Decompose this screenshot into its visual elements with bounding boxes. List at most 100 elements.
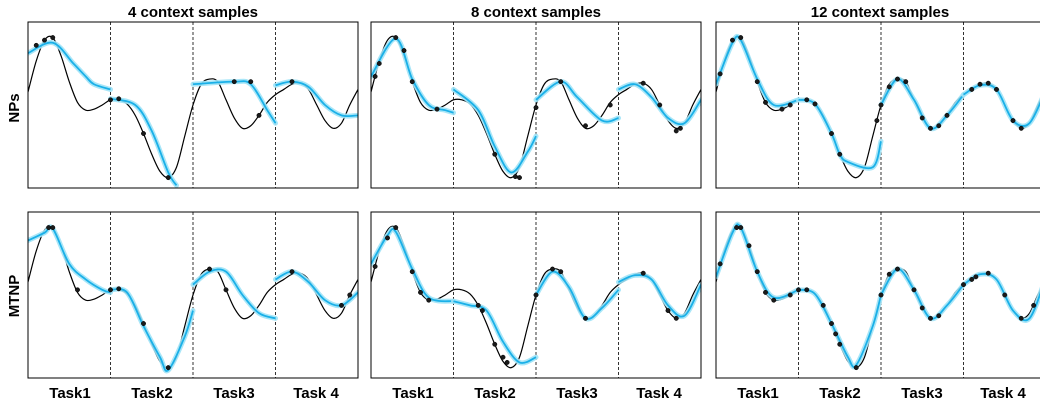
panel-nps-3-context-point: [717, 71, 723, 77]
panel-mtnp-3-uncertainty-band-task3: [878, 266, 966, 322]
panel-mtnp-3-uncertainty-band-task4: [961, 271, 1040, 323]
panel-mtnp-3-context-point: [829, 321, 834, 326]
panel-nps-2-context-point: [372, 74, 378, 79]
panel-mtnp-1-uncertainty-band-task3: [190, 266, 278, 321]
panel-mtnp-1-context-point: [347, 292, 353, 298]
panel-nps-2-context-point: [640, 80, 646, 86]
panel-nps-2-prediction-line-task2: [452, 88, 537, 174]
panel-mtnp-3-context-point: [820, 302, 826, 308]
panel-mtnp-1-context-point: [165, 365, 171, 371]
panel-nps-3-prediction-line-task1: [716, 35, 799, 107]
panel-mtnp-3-context-point: [1031, 302, 1037, 308]
panel-mtnp-1-context-point: [339, 302, 344, 308]
panel-nps-1-prediction-line-task2: [110, 97, 178, 186]
panel-nps-1-uncertainty-band-task2: [108, 96, 179, 188]
panel-nps-1-prediction-line-task3: [192, 80, 277, 124]
row-label-mtnp: MTNP: [6, 275, 23, 318]
panel-nps-3-context-point: [928, 125, 933, 131]
panel-nps-2-context-point: [376, 61, 382, 66]
panel-nps-1-context-point: [289, 79, 295, 85]
panel-mtnp-3-context-point: [833, 331, 839, 337]
task-label-col3-task2: Task2: [819, 385, 860, 402]
panel-mtnp-1-context-point: [46, 225, 52, 231]
panel-nps-3-context-point: [936, 123, 942, 129]
panel-nps-3-context-point: [837, 151, 843, 157]
panel-nps-3-context-point: [730, 37, 735, 43]
panel-mtnp-1-context-point: [108, 287, 113, 293]
panel-nps-1: [27, 21, 359, 189]
panel-mtnp-1-context-point: [50, 225, 56, 231]
panel-nps-2-context-point: [657, 102, 663, 108]
panel-mtnp-3-context-point: [734, 225, 740, 231]
panel-nps-3-context-point: [812, 101, 818, 107]
panel-nps-3-context-point: [754, 79, 760, 85]
panel-nps-2-context-point: [512, 174, 518, 180]
panel-mtnp-2-context-point: [479, 308, 485, 314]
panel-nps-2-context-point: [409, 79, 415, 85]
panel-mtnp-1-context-point: [75, 287, 80, 293]
panel-nps-2-context-point: [401, 48, 407, 53]
panel-mtnp-3-prediction-line-task1: [716, 223, 799, 300]
panel-nps-3-context-point: [1010, 118, 1016, 124]
panel-nps-3-uncertainty-band-task1: [716, 33, 801, 109]
panel-nps-3-uncertainty-band-task4: [961, 82, 1040, 129]
panel-mtnp-3-context-point: [969, 276, 975, 282]
panel-mtnp-1-frame: [27, 211, 359, 379]
panel-mtnp-2-context-point: [385, 235, 390, 241]
panel-mtnp-1: [27, 211, 359, 379]
panel-mtnp-2-context-point: [533, 292, 539, 298]
panel-mtnp-3-context-point: [895, 266, 900, 272]
task-label-col1-task3: Task3: [213, 385, 254, 402]
panel-nps-1-plot-area: [28, 22, 358, 188]
panel-nps-3-context-point: [886, 84, 892, 90]
task-label-col1-task2: Task2: [131, 385, 172, 402]
panel-mtnp-3-prediction-line-task2: [798, 288, 882, 368]
panel-nps-2-plot-area: [371, 22, 701, 188]
panel-mtnp-3-context-point: [763, 289, 768, 295]
panel-nps-3-uncertainty-band-task2: [796, 97, 884, 171]
panel-nps-3-plot-area: [716, 22, 1040, 188]
task-label-col2-task2: Task2: [474, 385, 515, 402]
panel-mtnp-3-uncertainty-band-task2: [796, 287, 884, 370]
panel-mtnp-3-context-point: [928, 315, 933, 321]
task-label-col1-task4: Task 4: [293, 385, 339, 402]
panel-nps-3-context-point: [779, 106, 785, 112]
panel-mtnp-3-plot-area: [716, 212, 1040, 378]
panel-mtnp-3-context-point: [804, 287, 810, 293]
panel-nps-1-context-point: [165, 175, 171, 181]
panel-nps-2-context-point: [677, 125, 683, 131]
panel-mtnp-1-uncertainty-band-task1: [28, 224, 113, 295]
panel-nps-1-context-point: [50, 35, 56, 41]
panel-mtnp-2-context-point: [665, 308, 671, 314]
row-label-nps: NPs: [6, 93, 23, 122]
panel-nps-1-context-point: [33, 42, 39, 48]
panel-mtnp-2-prediction-line-task3: [535, 270, 620, 320]
panel-mtnp-1-context-point: [223, 287, 229, 293]
panel-mtnp-2-context-point: [558, 269, 564, 275]
task-label-col1-task1: Task1: [49, 385, 90, 402]
panel-mtnp-3-context-point: [1018, 315, 1024, 321]
panel-mtnp-3-context-point: [754, 269, 760, 275]
panel-nps-3-frame: [715, 21, 1040, 189]
panel-mtnp-3-context-point: [886, 271, 892, 277]
panel-mtnp-3-context-point: [796, 287, 801, 293]
panel-mtnp-1-prediction-line-task2: [110, 288, 194, 372]
panel-mtnp-2-context-point: [550, 266, 555, 272]
panel-nps-3-context-point: [944, 112, 950, 118]
panel-nps-2-prediction-line-task1: [371, 37, 454, 114]
panel-nps-2-prediction-line-task4: [618, 83, 701, 126]
panel-mtnp-3-context-point: [717, 261, 723, 267]
panel-mtnp-3-context-point: [787, 292, 793, 298]
panel-nps-3-context-point: [804, 97, 810, 103]
panel-mtnp-2-context-point: [492, 341, 498, 347]
panel-mtnp-1-plot-area: [28, 212, 358, 378]
panel-nps-3-context-point: [895, 76, 900, 82]
panel-mtnp-3-frame: [715, 211, 1040, 379]
task-label-col2-task4: Task 4: [636, 385, 682, 402]
panel-nps-1-context-point: [116, 96, 122, 102]
panel-nps-2-ground-truth-line: [371, 35, 701, 179]
panel-mtnp-1-context-point: [141, 321, 146, 326]
panel-mtnp-3-context-point: [936, 313, 942, 319]
panel-nps-2-uncertainty-band-task1: [371, 36, 456, 116]
